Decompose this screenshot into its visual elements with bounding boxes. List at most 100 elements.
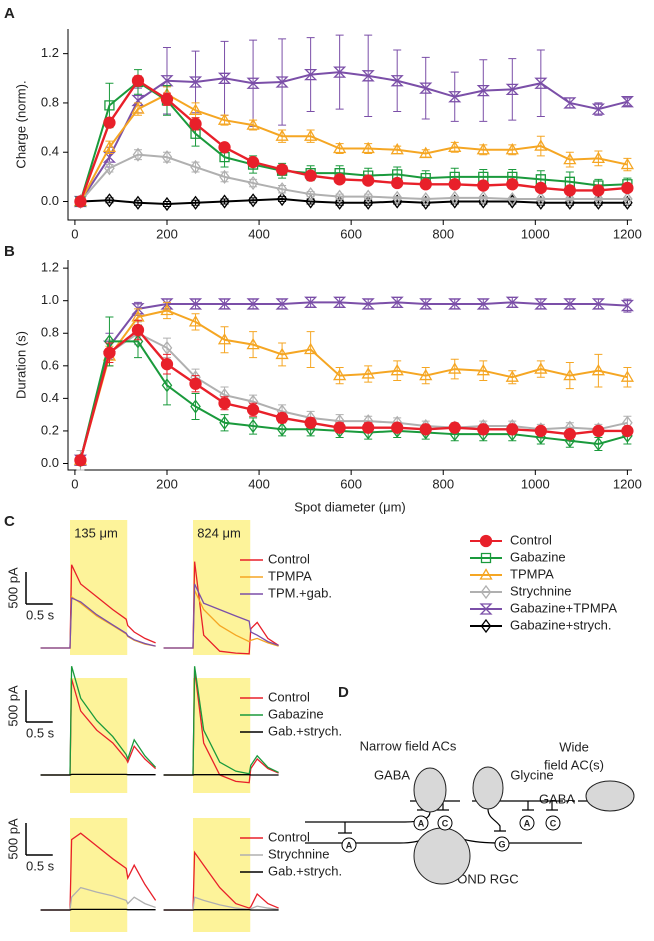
panel-label: A <box>4 5 15 22</box>
marker <box>563 152 577 165</box>
marker <box>480 618 492 634</box>
marker <box>591 363 606 376</box>
marker <box>506 191 518 207</box>
x-tick-label: 600 <box>340 226 362 241</box>
legend-label: TPMPA <box>268 568 312 583</box>
marker <box>217 298 232 310</box>
marker <box>620 157 635 170</box>
marker <box>564 191 576 207</box>
scale-label: 0.5 s <box>26 858 55 873</box>
synapse <box>437 815 453 831</box>
marker <box>390 142 404 155</box>
current-trace <box>40 773 156 776</box>
current-trace <box>40 597 156 649</box>
cell-label: GABA <box>539 791 575 806</box>
marker <box>534 139 548 151</box>
synapse <box>545 815 561 831</box>
legend-label: Gabazine <box>510 549 566 564</box>
marker <box>102 140 117 152</box>
marker <box>218 397 231 410</box>
error-bar <box>278 342 287 367</box>
legend-label: Strychnine <box>268 846 329 861</box>
marker <box>476 84 490 97</box>
bipolar-line <box>472 800 560 811</box>
marker <box>247 193 259 208</box>
marker <box>361 298 375 310</box>
neurite <box>305 811 431 823</box>
marker <box>275 298 289 310</box>
marker <box>505 142 519 155</box>
marker <box>620 299 634 312</box>
y-tick-label: 0.2 <box>41 422 59 437</box>
marker <box>479 568 493 580</box>
marker <box>476 298 490 310</box>
marker <box>132 147 144 162</box>
marker <box>592 184 605 197</box>
amacrine-cell <box>585 780 635 812</box>
y-axis-label: Charge (norm). <box>13 80 28 168</box>
marker <box>104 100 115 111</box>
marker <box>622 191 633 207</box>
marker <box>477 423 490 436</box>
marker <box>449 190 461 205</box>
marker <box>219 169 230 184</box>
marker <box>362 195 374 210</box>
marker <box>103 116 116 129</box>
cell-label: GABA <box>374 767 410 782</box>
scale-label: 0.5 s <box>26 607 55 622</box>
marker <box>188 103 203 115</box>
marker <box>304 129 318 141</box>
legend-label: Gabazine+strych. <box>510 617 612 632</box>
marker <box>505 83 519 96</box>
marker <box>362 174 375 187</box>
marker <box>333 141 347 154</box>
error-bar <box>508 197 517 201</box>
marker <box>131 74 145 87</box>
marker <box>275 411 289 425</box>
marker <box>535 191 547 207</box>
y-axis-label: Duration (s) <box>13 331 28 399</box>
marker <box>448 421 461 434</box>
legend-label: Gabazine+TPMPA <box>510 600 617 615</box>
marker <box>333 421 346 434</box>
marker <box>563 428 576 441</box>
marker <box>104 193 115 208</box>
series-line <box>79 301 628 461</box>
marker <box>132 195 144 210</box>
marker <box>160 93 174 106</box>
error-bar <box>565 362 574 390</box>
marker <box>275 347 289 360</box>
axis-line <box>67 29 632 221</box>
marker <box>390 363 404 376</box>
marker <box>390 75 404 87</box>
marker <box>247 418 259 434</box>
y-tick-label: 0.8 <box>41 325 59 340</box>
x-tick-label: 1200 <box>613 226 642 241</box>
marker <box>448 140 462 152</box>
marker <box>217 72 232 84</box>
marker <box>305 194 316 209</box>
synapse-terminal <box>338 822 352 834</box>
marker <box>160 75 174 87</box>
marker <box>390 296 404 308</box>
diagram-label: Narrow field ACs <box>360 738 457 753</box>
error-bar <box>278 184 287 194</box>
synapse <box>494 836 510 852</box>
marker <box>190 399 201 414</box>
diagram-label: field AC(s) <box>544 757 604 772</box>
marker <box>479 603 493 615</box>
marker <box>275 163 289 176</box>
synapse-label: A <box>418 818 425 828</box>
synapse-label: G <box>498 839 505 849</box>
marker <box>506 178 519 191</box>
marker <box>217 113 232 125</box>
marker <box>362 421 375 434</box>
marker <box>246 155 260 169</box>
x-axis-label: Spot diameter (μm) <box>294 499 406 514</box>
current-trace <box>40 908 156 911</box>
marker <box>74 195 87 208</box>
marker <box>534 77 548 89</box>
marker <box>480 552 492 564</box>
marker <box>621 181 634 195</box>
